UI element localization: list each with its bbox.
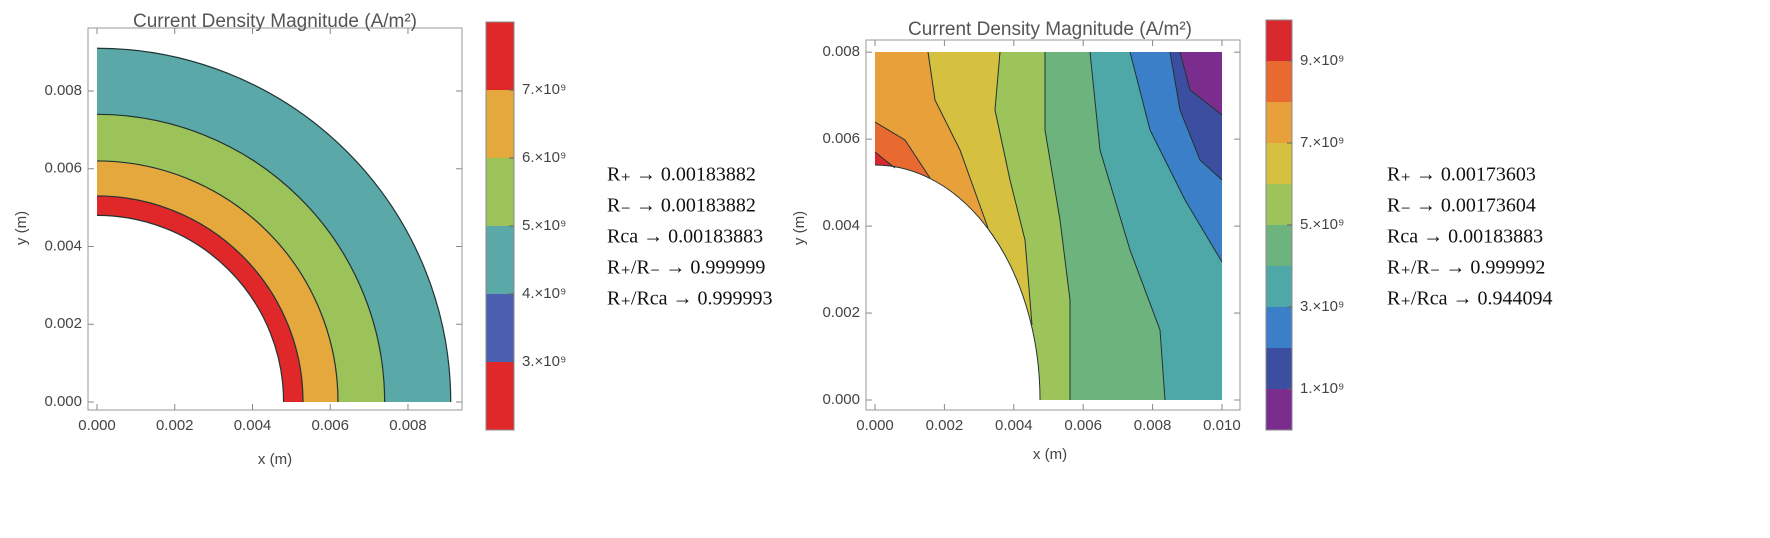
colorbar-tick-label: 3.×10⁹: [522, 353, 566, 370]
colorbar-band: [486, 90, 514, 158]
x-axis-label: x (m): [258, 451, 292, 468]
colorbar-band: [486, 22, 514, 90]
contour-line: [97, 47, 452, 402]
x-tick-label: 0.006: [1064, 417, 1102, 434]
colorbar-tick-label: 6.×10⁹: [522, 149, 566, 166]
annotation: R₊ → 0.00183882: [607, 164, 756, 186]
contour-band: [97, 114, 385, 402]
colorbar-tick-label: 7.×10⁹: [522, 81, 566, 98]
colorbar-band: [486, 158, 514, 226]
chart-title: Current Density Magnitude (A/m²): [133, 11, 417, 32]
contour-band: [97, 195, 304, 402]
y-tick-label: 0.008: [44, 82, 82, 99]
colorbar-band: [1266, 102, 1292, 143]
contour-line: [1169, 51, 1223, 181]
annotation: Rca → 0.00183883: [1387, 226, 1543, 248]
plot-frame: [865, 39, 1241, 411]
colorbar-tick-label: 5.×10⁹: [1300, 216, 1344, 233]
annotation: Rca → 0.00183883: [607, 226, 763, 248]
hole-mask: [875, 165, 1040, 400]
contour-line: [1089, 51, 1166, 401]
colorbar-band: [1266, 389, 1292, 430]
annotation: R₊/Rca → 0.944094: [1387, 288, 1553, 310]
x-tick-label: 0.000: [78, 417, 116, 434]
contour-line: [1129, 51, 1223, 263]
contour-line: [97, 195, 304, 402]
x-tick-label: 0.002: [926, 417, 964, 434]
y-tick-label: 0.006: [44, 160, 82, 177]
contour-line: [994, 51, 1033, 326]
x-tick-label: 0.008: [1134, 417, 1172, 434]
x-axis-label: x (m): [1033, 446, 1067, 463]
y-tick-label: 0.000: [822, 391, 860, 408]
y-tick-label: 0.008: [822, 43, 860, 60]
x-tick-label: 0.010: [1203, 417, 1241, 434]
colorbar-band: [1266, 307, 1292, 348]
colorbar-band: [486, 294, 514, 362]
x-tick-label: 0.006: [311, 417, 349, 434]
colorbar-tick-label: 7.×10⁹: [1300, 134, 1344, 151]
plot-frame: [87, 27, 463, 411]
x-tick-label: 0.004: [234, 417, 272, 434]
contour-band: [97, 160, 339, 402]
y-tick-label: 0.002: [822, 304, 860, 321]
colorbar-band: [486, 226, 514, 294]
x-tick-label: 0.008: [389, 417, 427, 434]
x-tick-label: 0.002: [156, 417, 194, 434]
chart-title: Current Density Magnitude (A/m²): [908, 19, 1192, 40]
contour-line: [874, 151, 896, 169]
colorbar-band: [1266, 348, 1292, 389]
annotation: R₊/Rca → 0.999993: [607, 288, 773, 310]
contour-line: [97, 160, 339, 402]
colorbar-tick-label: 5.×10⁹: [522, 217, 566, 234]
annotation: R₊/R₋ → 0.999992: [1387, 257, 1545, 279]
colorbar-band: [1266, 20, 1292, 61]
y-axis-label: y (m): [791, 211, 808, 245]
colorbar-tick-label: 9.×10⁹: [1300, 52, 1344, 69]
colorbar-band: [1266, 61, 1292, 102]
y-tick-label: 0.002: [44, 315, 82, 332]
y-tick-label: 0.004: [44, 237, 82, 254]
contour-line: [97, 113, 386, 402]
colorbar-band: [1266, 184, 1292, 225]
x-tick-label: 0.004: [995, 417, 1033, 434]
colorbar-band: [486, 362, 514, 430]
annotation: R₊ → 0.00173603: [1387, 164, 1536, 186]
contour-line: [1179, 51, 1223, 116]
colorbar-tick-label: 3.×10⁹: [1300, 298, 1344, 315]
y-tick-label: 0.000: [44, 393, 82, 410]
contour-line: [874, 164, 1041, 401]
y-axis-label: y (m): [13, 211, 30, 245]
colorbar-band: [1266, 266, 1292, 307]
contour-line: [927, 51, 989, 229]
y-tick-label: 0.004: [822, 217, 860, 234]
annotation: R₋ → 0.00173604: [1387, 195, 1536, 217]
annotation: R₋ → 0.00183882: [607, 195, 756, 217]
contour-band: [97, 48, 451, 402]
contour-line: [97, 214, 285, 402]
y-tick-label: 0.006: [822, 130, 860, 147]
colorbar-tick-label: 1.×10⁹: [1300, 380, 1344, 397]
annotation: R₊/R₋ → 0.999999: [607, 257, 765, 279]
colorbar-tick-label: 4.×10⁹: [522, 285, 566, 302]
contour-line: [1044, 52, 1071, 400]
x-tick-label: 0.000: [856, 417, 894, 434]
contour-line: [874, 121, 931, 179]
colorbar-band: [1266, 143, 1292, 184]
colorbar-band: [1266, 225, 1292, 266]
